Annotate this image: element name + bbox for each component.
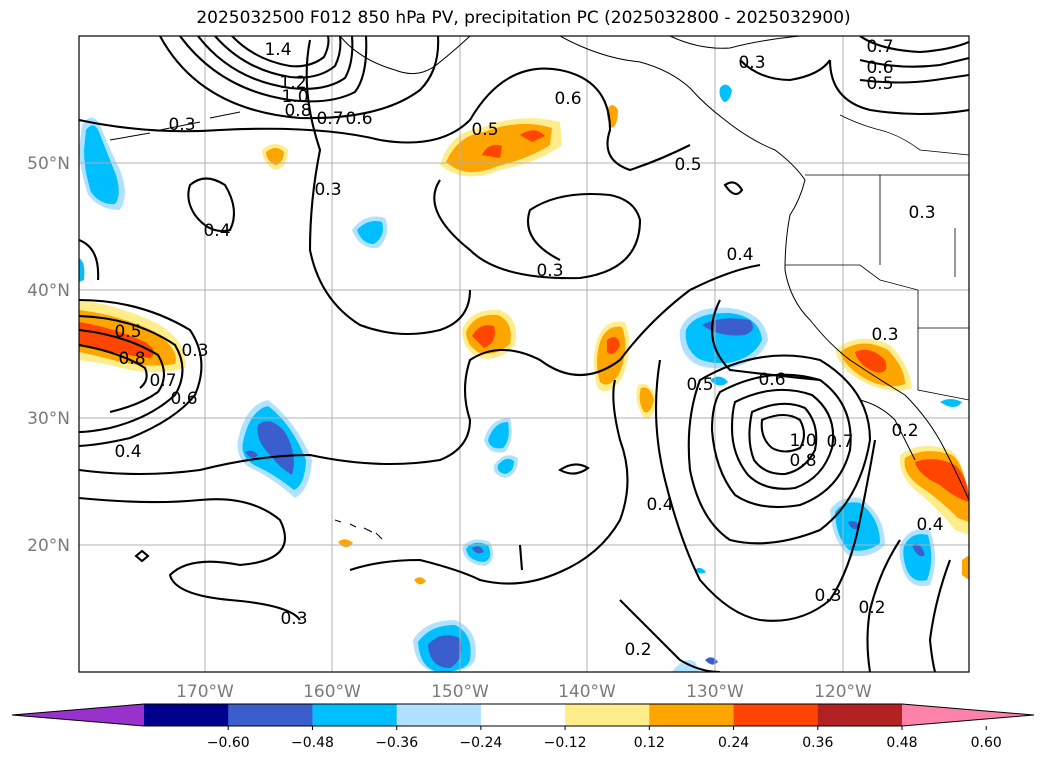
contour-label: 0.5 bbox=[674, 155, 701, 175]
contour-label: 0.3 bbox=[536, 261, 563, 281]
colorbar-bin bbox=[312, 704, 398, 726]
lon-label: 160°W bbox=[303, 682, 361, 702]
map-frame bbox=[78, 35, 970, 673]
contour-label: 0.3 bbox=[871, 325, 898, 345]
contour-label: 0.6 bbox=[554, 89, 581, 109]
longitude-labels: 170°W 160°W 150°W 140°W 130°W 120°W bbox=[176, 682, 872, 702]
contour-label: 0.5 bbox=[114, 322, 141, 342]
contour-label: 0.5 bbox=[686, 375, 713, 395]
lat-label: 30°N bbox=[27, 409, 70, 429]
colorbar-tick-label: 0.24 bbox=[718, 735, 749, 751]
colorbar-tick-label: 0.48 bbox=[886, 735, 917, 751]
contour-label: 0.4 bbox=[646, 495, 673, 515]
lon-label: 150°W bbox=[431, 682, 489, 702]
contour-label: 0.4 bbox=[916, 515, 943, 535]
contour-label: 0.2 bbox=[891, 421, 918, 441]
colorbar-bin bbox=[565, 704, 650, 726]
lon-label: 140°W bbox=[558, 682, 616, 702]
contour-label: 0.3 bbox=[814, 586, 841, 606]
contour-label: 0.7 bbox=[316, 109, 343, 129]
contour-label: 1.0 bbox=[789, 431, 816, 451]
colorbar-bin bbox=[144, 704, 229, 726]
colorbar-bin bbox=[649, 704, 735, 726]
colorbar-bin bbox=[480, 704, 566, 726]
lon-label: 120°W bbox=[814, 682, 872, 702]
contour-label: 0.5 bbox=[471, 120, 498, 140]
colorbar: −0.60 −0.48 −0.36 −0.24 −0.12 0.12 0.24 0.36 0.4… bbox=[11, 703, 1035, 751]
colorbar-tick-label: −0.60 bbox=[207, 735, 250, 751]
lat-label: 40°N bbox=[27, 281, 70, 301]
coastlines bbox=[109, 36, 969, 540]
contour-label: 1.2 bbox=[279, 73, 306, 93]
colorbar-extend-min bbox=[12, 704, 144, 726]
chart-title: 2025032500 F012 850 hPa PV, precipitatio… bbox=[196, 8, 851, 28]
colorbar-tick-label: 0.36 bbox=[802, 735, 833, 751]
contour-labels: 1.4 1.2 1.0 0.8 0.7 0.6 0.3 0.4 0.3 0.5 … bbox=[114, 37, 943, 660]
contour-label: 0.4 bbox=[726, 245, 753, 265]
contour-label: 0.7 bbox=[866, 37, 893, 57]
lat-label: 50°N bbox=[27, 154, 70, 174]
contour-label: 0.6 bbox=[758, 370, 785, 390]
contour-label: 1.0 bbox=[281, 87, 308, 107]
colorbar-tick-label: −0.24 bbox=[459, 735, 502, 751]
contour-label: 0.3 bbox=[280, 609, 307, 629]
contour-label: 0.4 bbox=[114, 442, 141, 462]
contour-label: 0.7 bbox=[149, 371, 176, 391]
contour-label: 0.5 bbox=[866, 74, 893, 94]
contour-label: 0.3 bbox=[181, 341, 208, 361]
colorbar-outline bbox=[11, 703, 1035, 727]
contour-label: 0.6 bbox=[170, 389, 197, 409]
colorbar-extend-max bbox=[902, 704, 1034, 726]
contour-label: 1.4 bbox=[264, 40, 291, 60]
colorbar-bin bbox=[817, 704, 903, 726]
pv-contours bbox=[79, 36, 969, 672]
colorbar-bin bbox=[396, 704, 482, 726]
graticule bbox=[79, 36, 969, 672]
contour-label: 0.2 bbox=[858, 598, 885, 618]
lat-label: 20°N bbox=[27, 536, 70, 556]
contour-label: 0.6 bbox=[866, 58, 893, 78]
contour-label: 0.8 bbox=[118, 349, 145, 369]
map-area: 1.4 1.2 1.0 0.8 0.7 0.6 0.3 0.4 0.3 0.5 … bbox=[79, 36, 969, 672]
lon-label: 170°W bbox=[176, 682, 234, 702]
colorbar-bin bbox=[228, 704, 313, 726]
colorbar-tick-label: −0.48 bbox=[291, 735, 334, 751]
latitude-labels: 50°N 40°N 30°N 20°N bbox=[27, 154, 70, 556]
contour-label: 0.2 bbox=[624, 640, 651, 660]
contour-label: 0.7 bbox=[826, 432, 853, 452]
contour-label: 0.3 bbox=[314, 180, 341, 200]
colorbar-bin bbox=[733, 704, 819, 726]
contour-label: 0.8 bbox=[789, 451, 816, 471]
contour-label: 0.4 bbox=[203, 221, 230, 241]
colorbar-tick-label: −0.36 bbox=[375, 735, 418, 751]
contour-label: 0.3 bbox=[908, 203, 935, 223]
contour-label: 0.3 bbox=[738, 53, 765, 73]
colorbar-tick-label: −0.12 bbox=[544, 735, 587, 751]
contour-label: 0.6 bbox=[345, 109, 372, 129]
colorbar-tick-label: 0.12 bbox=[634, 735, 665, 751]
colorbar-tick-label: 0.60 bbox=[971, 735, 1002, 751]
contour-label: 0.8 bbox=[284, 101, 311, 121]
lon-label: 130°W bbox=[686, 682, 744, 702]
contour-label: 0.3 bbox=[168, 115, 195, 135]
